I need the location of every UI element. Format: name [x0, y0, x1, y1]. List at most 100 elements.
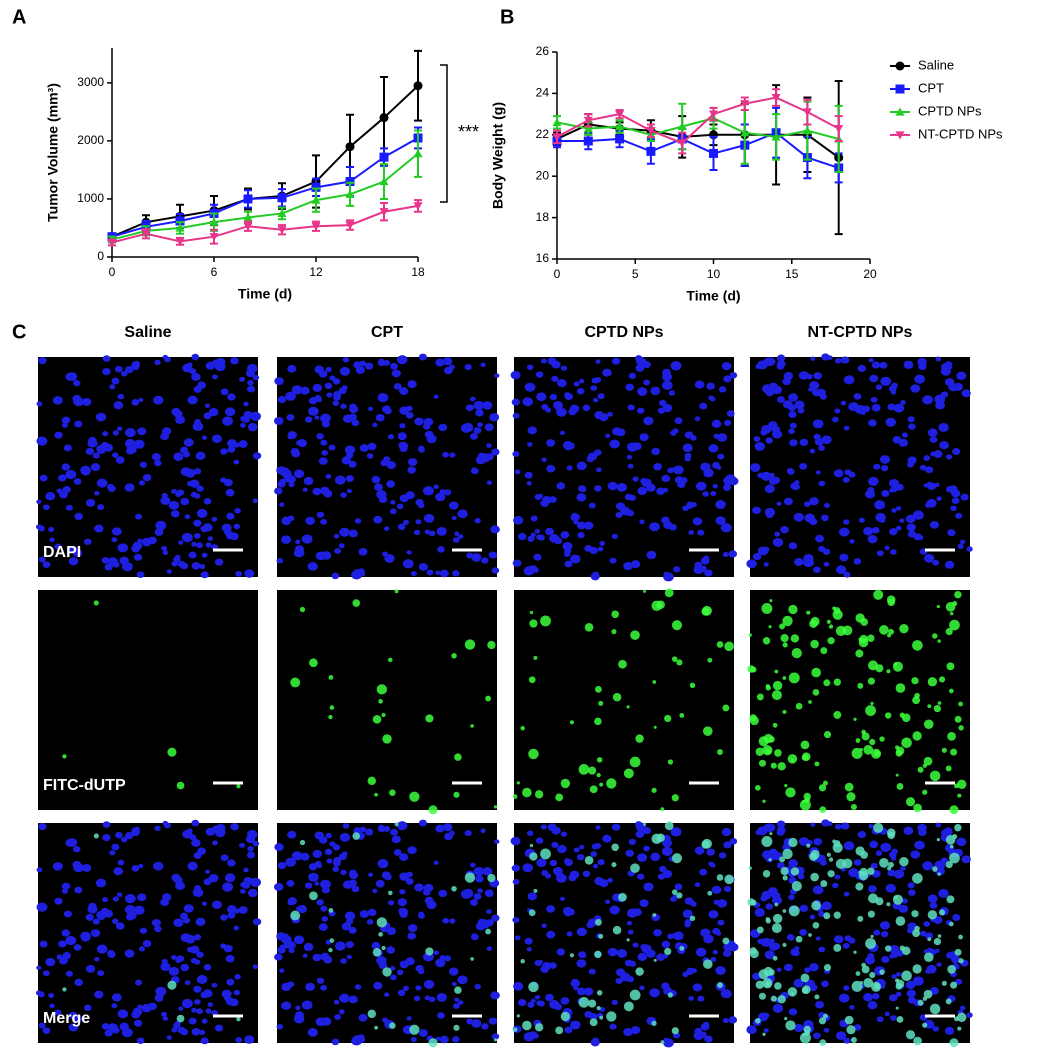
signal — [912, 640, 923, 651]
signal — [618, 659, 627, 669]
nucleus — [396, 355, 408, 365]
nucleus — [452, 537, 460, 543]
marker — [646, 127, 656, 136]
nucleus — [568, 408, 577, 416]
signal — [716, 874, 724, 881]
nucleus — [530, 515, 538, 522]
nucleus — [386, 461, 397, 470]
nucleus — [397, 523, 406, 531]
nucleus — [726, 410, 735, 417]
nucleus — [898, 438, 909, 447]
nucleus — [923, 553, 935, 563]
signal — [912, 929, 921, 938]
signal — [761, 602, 773, 614]
nucleus — [566, 931, 573, 937]
nucleus — [950, 505, 957, 512]
signal — [811, 667, 821, 678]
nucleus — [190, 957, 198, 964]
signal — [912, 696, 921, 705]
signal — [933, 937, 942, 946]
nucleus — [351, 885, 360, 893]
signal — [812, 921, 820, 929]
nucleus — [922, 861, 934, 871]
nucleus — [821, 514, 829, 522]
nucleus — [107, 951, 116, 958]
nucleus — [602, 834, 612, 843]
nucleus — [187, 480, 194, 487]
nucleus — [408, 924, 418, 932]
nucleus — [348, 995, 358, 1004]
signal — [388, 890, 393, 896]
micrograph — [746, 353, 973, 578]
nucleus — [843, 425, 850, 431]
nucleus — [576, 493, 587, 502]
nucleus — [304, 416, 313, 423]
nucleus — [722, 1018, 729, 1024]
nucleus — [776, 354, 786, 362]
nucleus — [880, 376, 892, 386]
nucleus — [615, 968, 626, 977]
nucleus — [293, 469, 305, 479]
signal — [888, 628, 894, 635]
nucleus — [573, 985, 579, 991]
nucleus — [938, 888, 949, 898]
nucleus — [433, 950, 439, 956]
nucleus — [577, 531, 585, 539]
series — [552, 100, 844, 174]
nucleus — [821, 901, 832, 911]
nucleus — [58, 940, 67, 948]
nucleus — [804, 967, 811, 973]
nucleus — [513, 515, 524, 525]
nucleus — [158, 523, 166, 531]
signal — [785, 787, 796, 798]
nucleus — [320, 984, 328, 991]
signal — [853, 950, 857, 954]
nucleus — [891, 974, 897, 979]
nucleus — [175, 958, 182, 964]
signal — [671, 794, 679, 802]
signal — [394, 822, 399, 827]
nucleus — [700, 1023, 710, 1031]
nucleus — [873, 929, 881, 936]
nucleus — [587, 452, 598, 461]
nucleus — [205, 542, 212, 548]
nucleus — [305, 516, 315, 525]
nucleus — [793, 978, 804, 988]
nucleus — [182, 917, 191, 924]
signal — [533, 655, 538, 660]
nucleus — [173, 452, 184, 462]
nucleus — [74, 978, 83, 987]
nucleus — [711, 419, 722, 428]
nucleus — [522, 397, 532, 405]
nucleus — [517, 998, 527, 1007]
marker — [243, 213, 253, 222]
signal — [832, 606, 837, 611]
nucleus — [36, 436, 48, 446]
signal — [861, 962, 866, 968]
nucleus — [339, 527, 350, 537]
nucleus — [788, 859, 799, 868]
nucleus — [294, 1011, 304, 1019]
nucleus — [632, 942, 639, 948]
micrograph — [274, 353, 500, 580]
nucleus — [848, 868, 859, 878]
nucleus — [843, 519, 850, 525]
signal — [596, 757, 603, 763]
nucleus — [247, 422, 258, 432]
signal — [707, 657, 713, 663]
nucleus — [546, 439, 556, 447]
nucleus — [799, 438, 809, 447]
nucleus — [510, 836, 521, 846]
signal — [861, 732, 870, 741]
nucleus — [932, 1025, 940, 1032]
nucleus — [162, 550, 169, 555]
nucleus — [838, 993, 850, 1003]
signal — [702, 726, 713, 736]
nucleus — [528, 565, 538, 573]
nucleus — [774, 531, 781, 537]
nucleus — [72, 394, 82, 403]
column-header: CPT — [371, 324, 403, 341]
nucleus — [871, 992, 880, 1000]
signal — [584, 622, 594, 632]
nucleus — [611, 357, 621, 365]
